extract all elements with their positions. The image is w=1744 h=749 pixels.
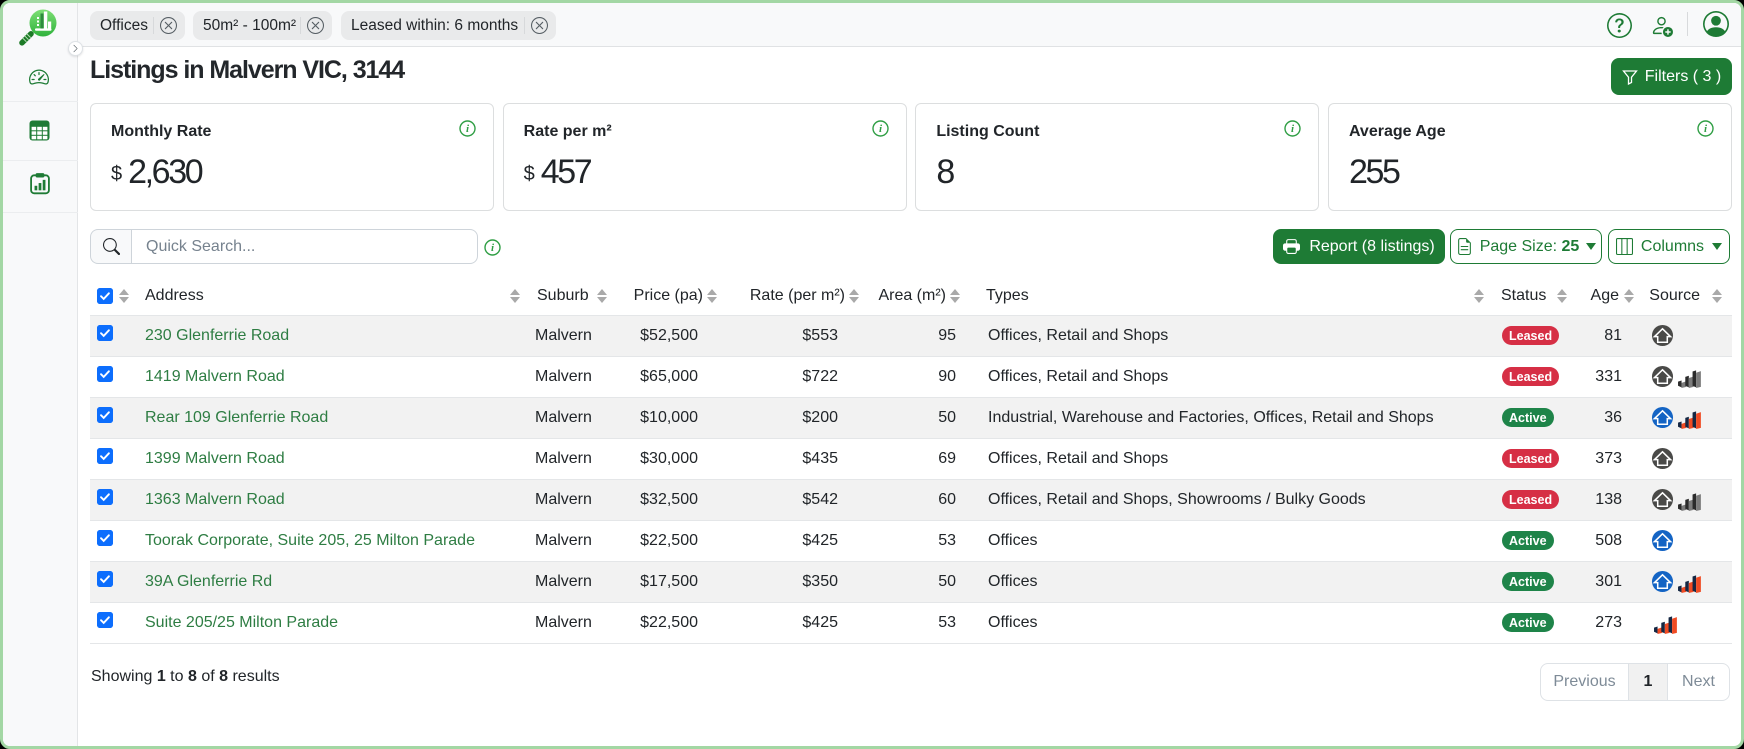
svg-text:i: i	[1704, 123, 1708, 135]
svg-text:i: i	[1291, 123, 1295, 135]
svg-text:i: i	[466, 123, 470, 135]
svg-text:i: i	[879, 123, 883, 135]
svg-text:i: i	[491, 242, 495, 254]
